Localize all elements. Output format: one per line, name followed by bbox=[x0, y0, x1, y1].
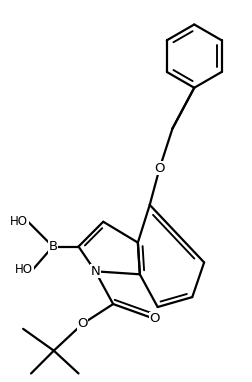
Text: HO: HO bbox=[10, 215, 28, 228]
Text: O: O bbox=[149, 312, 160, 325]
Text: HO: HO bbox=[15, 263, 33, 276]
Text: B: B bbox=[48, 240, 57, 253]
Text: O: O bbox=[154, 162, 165, 175]
Text: N: N bbox=[90, 265, 100, 278]
Text: O: O bbox=[77, 317, 88, 330]
